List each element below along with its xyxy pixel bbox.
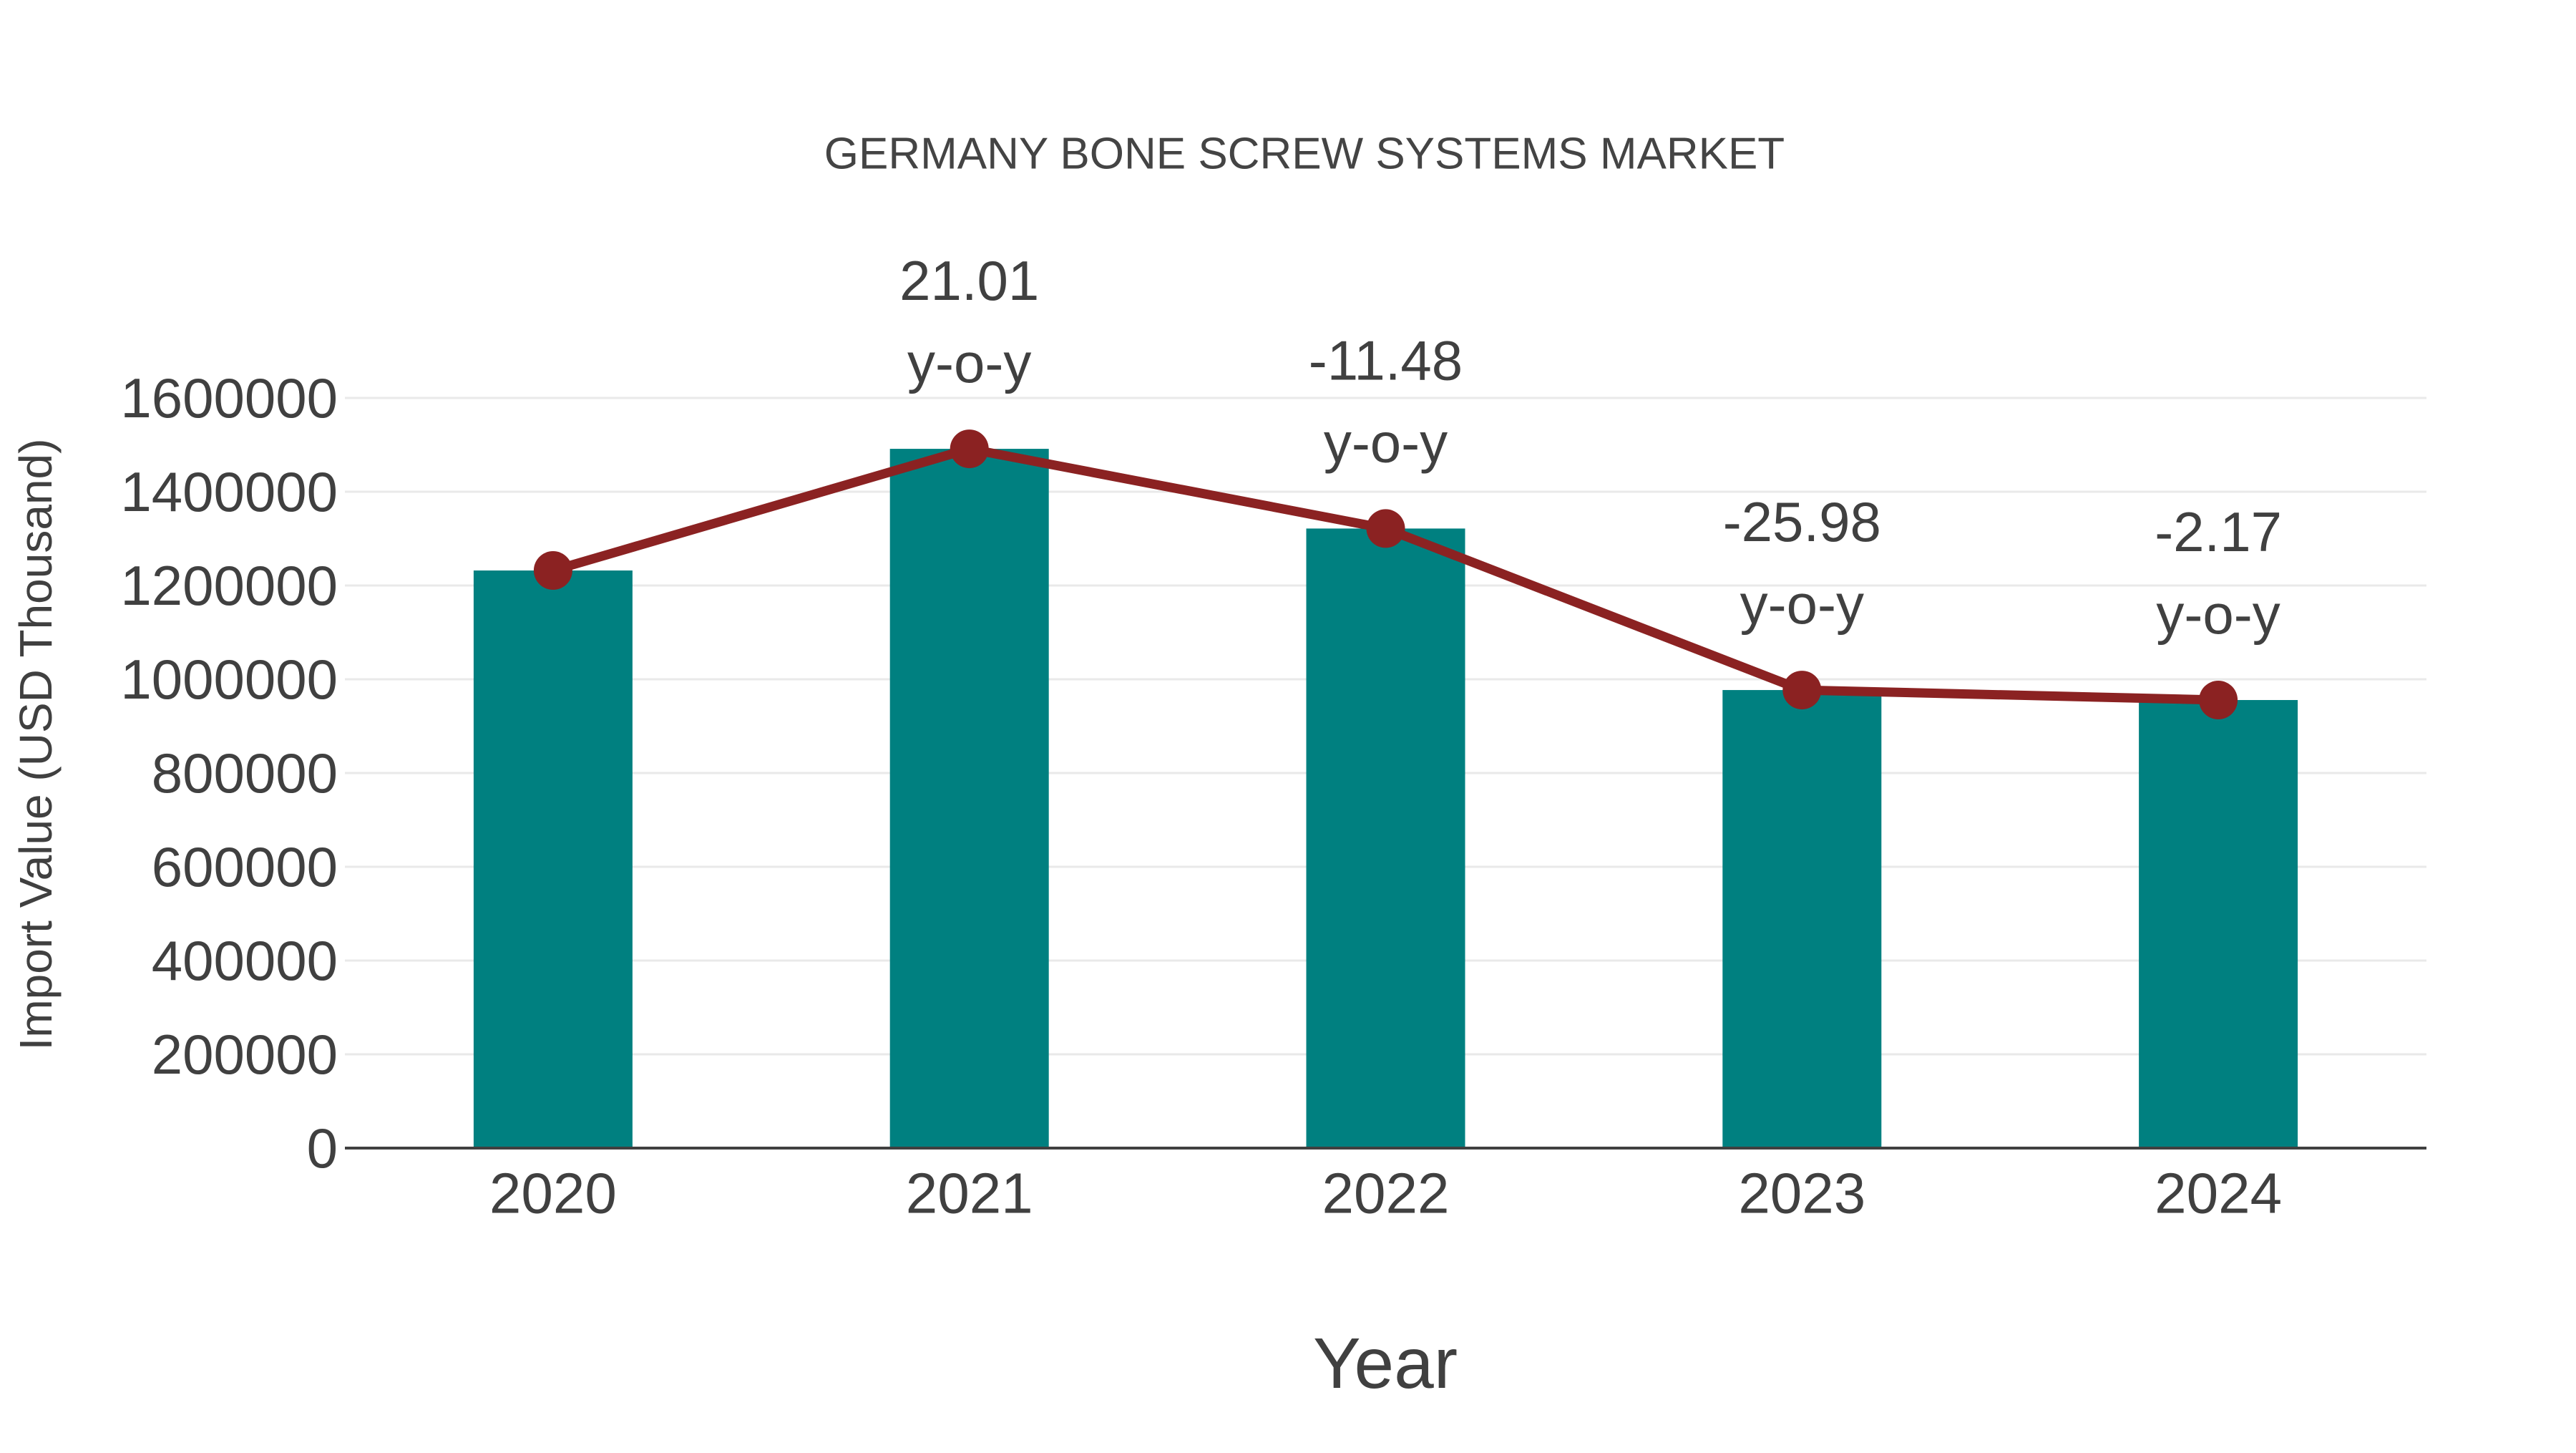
x-tick-label-2023: 2023 (1738, 1162, 1865, 1225)
y-tick-label: 800000 (152, 742, 338, 805)
x-tick-label-2022: 2022 (1322, 1162, 1450, 1225)
trend-line-layer (533, 429, 2238, 720)
yoy-value-2023: -25.98 (1723, 490, 1881, 553)
y-tick-label: 200000 (152, 1023, 338, 1086)
y-tick-label: 1600000 (120, 366, 338, 429)
yoy-suffix-2022: y-o-y (1324, 411, 1448, 474)
yoy-value-2022: -11.48 (1309, 329, 1463, 392)
bar-2020 (473, 570, 633, 1148)
yoy-suffix-2023: y-o-y (1740, 573, 1864, 636)
trend-marker-2021 (950, 429, 989, 469)
bars-layer (473, 449, 2298, 1148)
x-tick-label-2020: 2020 (489, 1162, 617, 1225)
x-tick-label-2021: 2021 (906, 1162, 1033, 1225)
yoy-value-2024: -2.17 (2155, 500, 2282, 563)
trend-marker-2022 (1366, 509, 1405, 548)
bar-2022 (1306, 528, 1465, 1148)
y-tick-label: 400000 (152, 929, 338, 992)
y-tick-label: 0 (307, 1117, 338, 1180)
yoy-value-2021: 21.01 (899, 249, 1039, 312)
chart-title: GERMANY BONE SCREW SYSTEMS MARKET (824, 130, 1785, 179)
bar-2023 (1722, 690, 1882, 1148)
y-tick-label: 1000000 (120, 648, 338, 711)
y-tick-label: 1400000 (120, 460, 338, 523)
y-tick-label: 600000 (152, 835, 338, 898)
tick-labels-layer: 0 200000 400000 600000 800000 1000000 1200000 1… (120, 366, 338, 1180)
bar-2024 (2139, 700, 2298, 1148)
trend-marker-2020 (533, 551, 572, 591)
y-axis-title: Import Value (USD Thousand) (10, 439, 62, 1051)
yoy-suffix-2021: y-o-y (907, 331, 1031, 394)
yoy-annotations-layer: 21.01 y-o-y -11.48 y-o-y -25.98 y-o-y -2.17 y-o… (899, 249, 2282, 646)
yoy-suffix-2024: y-o-y (2156, 583, 2280, 646)
x-tick-label-2024: 2024 (2155, 1162, 2282, 1225)
y-tick-label: 1200000 (120, 554, 338, 617)
trend-marker-2023 (1782, 671, 1822, 710)
year-labels-layer: 2020 2021 2022 2023 2024 (489, 1162, 2282, 1225)
x-axis-title: Year (1313, 1323, 1458, 1404)
trend-marker-2024 (2199, 681, 2238, 720)
bar-2021 (889, 449, 1049, 1148)
